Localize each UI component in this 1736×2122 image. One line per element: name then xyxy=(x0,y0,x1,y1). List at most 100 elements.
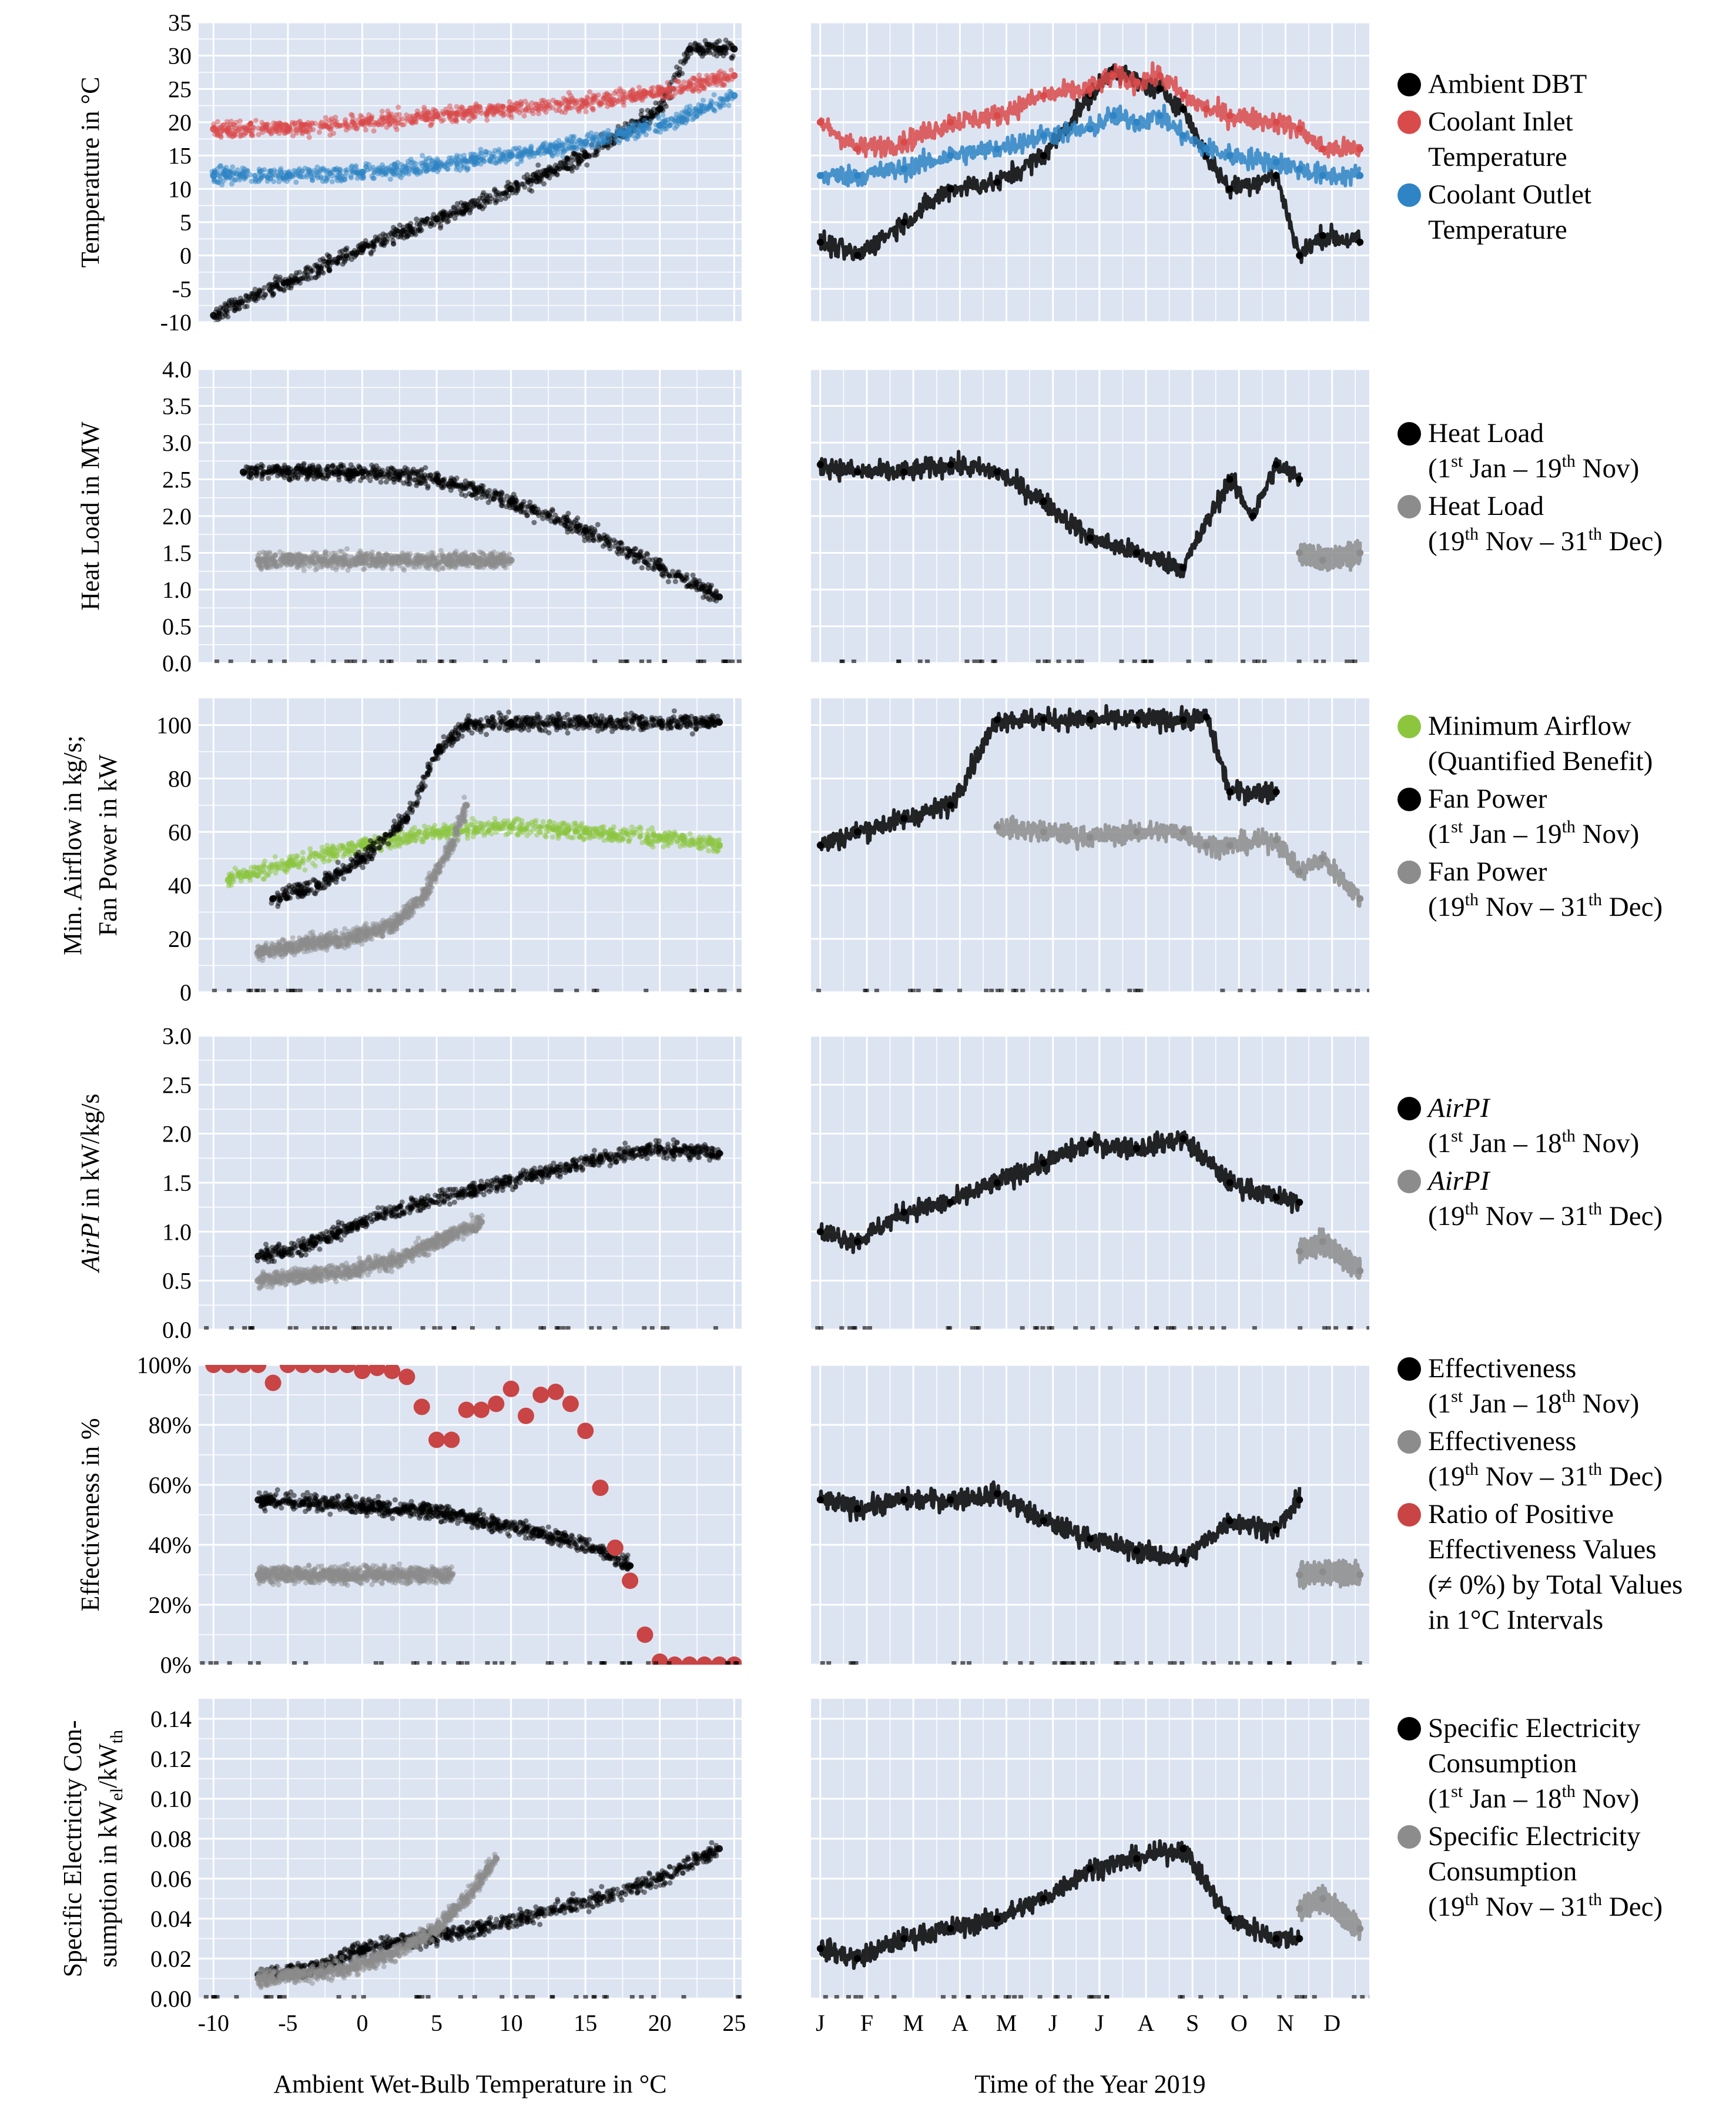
y-tick-label: 0 xyxy=(180,979,192,1006)
zero-point xyxy=(214,660,219,663)
data-point xyxy=(282,560,288,565)
data-point xyxy=(438,547,444,553)
data-point xyxy=(449,155,455,161)
data-point xyxy=(528,175,534,180)
data-point xyxy=(398,175,404,180)
data-point xyxy=(611,96,616,102)
data-point xyxy=(552,519,558,525)
data-point xyxy=(721,102,727,108)
data-point xyxy=(289,128,294,133)
data-point xyxy=(408,118,414,124)
y-tick-label: 100 xyxy=(156,712,192,738)
data-point xyxy=(689,584,695,590)
data-point xyxy=(579,138,585,144)
data-point xyxy=(452,563,458,569)
data-point xyxy=(540,510,546,516)
data-point xyxy=(474,496,480,501)
data-point xyxy=(433,160,439,166)
zero-point xyxy=(979,660,984,663)
data-point xyxy=(632,126,638,132)
data-point xyxy=(414,216,420,222)
data-point xyxy=(690,573,696,578)
data-point xyxy=(303,265,309,271)
zero-point xyxy=(1149,660,1154,663)
data-point xyxy=(403,165,408,170)
data-point xyxy=(378,479,384,485)
panel-heat-load-vs-wbt: 4.03.53.02.52.01.51.00.50.0 xyxy=(162,356,742,677)
data-point xyxy=(383,479,389,485)
data-point xyxy=(729,76,735,82)
zero-point xyxy=(1205,660,1210,663)
data-point xyxy=(224,119,230,125)
data-point xyxy=(403,170,409,176)
zero-point xyxy=(964,660,970,663)
data-point xyxy=(522,98,528,104)
data-point xyxy=(431,563,437,568)
data-point xyxy=(329,563,334,569)
zero-point xyxy=(437,660,443,663)
data-point xyxy=(268,468,274,474)
data-point xyxy=(684,572,690,578)
data-point xyxy=(446,555,452,561)
data-point xyxy=(721,82,727,88)
data-point xyxy=(507,99,512,105)
data-point xyxy=(386,232,391,238)
data-point xyxy=(501,563,507,568)
data-point xyxy=(269,556,274,562)
data-point xyxy=(428,473,434,478)
data-point xyxy=(662,119,668,125)
zero-point xyxy=(417,660,422,663)
data-point xyxy=(350,119,356,125)
zero-point xyxy=(896,660,901,663)
y-tick-label: 0.5 xyxy=(162,614,192,640)
data-point xyxy=(557,518,562,524)
data-point xyxy=(677,573,683,579)
data-point xyxy=(562,109,568,115)
data-point xyxy=(569,139,575,145)
data-point xyxy=(249,466,254,471)
data-point xyxy=(454,556,460,562)
data-point xyxy=(463,560,469,566)
data-point xyxy=(491,112,497,118)
data-point xyxy=(518,503,524,508)
y-tick-label: 3.5 xyxy=(162,393,192,420)
data-point xyxy=(635,558,641,564)
data-point xyxy=(346,563,352,569)
data-point xyxy=(359,171,365,177)
data-point xyxy=(463,205,469,211)
data-point xyxy=(537,103,542,109)
data-point xyxy=(631,552,636,558)
data-point xyxy=(302,556,308,562)
data-point xyxy=(401,235,407,241)
data-point xyxy=(726,102,732,108)
data-point xyxy=(283,469,289,475)
data-point xyxy=(502,195,508,201)
data-point xyxy=(302,122,308,128)
data-point xyxy=(589,145,595,150)
data-point xyxy=(213,321,217,322)
data-point xyxy=(602,100,608,106)
data-point xyxy=(391,241,397,247)
zero-point xyxy=(618,660,624,663)
data-point xyxy=(424,164,430,170)
data-point xyxy=(397,555,403,561)
zero-point xyxy=(925,660,930,663)
data-point xyxy=(404,112,410,118)
series-line xyxy=(818,450,1302,578)
data-point xyxy=(535,510,541,516)
data-point xyxy=(313,121,319,126)
data-point xyxy=(274,282,280,288)
data-point xyxy=(218,163,224,169)
data-point xyxy=(557,103,562,109)
data-point xyxy=(233,176,239,182)
data-point xyxy=(259,465,264,471)
data-point xyxy=(648,118,653,124)
y-tick-label: 2.5 xyxy=(162,467,192,493)
data-point xyxy=(319,265,324,271)
zero-point xyxy=(449,660,454,663)
data-point xyxy=(378,564,384,570)
data-point xyxy=(463,485,469,491)
data-point xyxy=(253,292,259,297)
data-point xyxy=(438,225,444,231)
